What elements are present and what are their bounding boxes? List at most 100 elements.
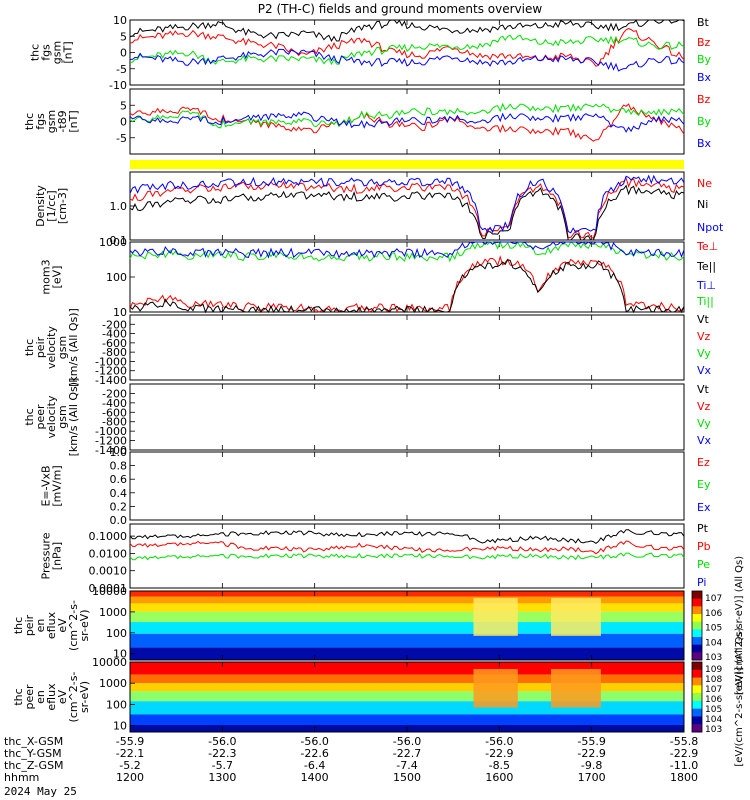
heatmap-event — [551, 669, 601, 708]
ephemeris-value: 1500 — [393, 771, 421, 784]
y-tick-label: 0.0100 — [89, 547, 128, 560]
colorbar-segment — [692, 591, 702, 600]
y-tick-label: -800 — [102, 346, 127, 359]
colorbar-segment — [692, 662, 702, 671]
y-tick-label: -200 — [102, 318, 127, 331]
y-axis-label: E=-VxB[mV/m] — [40, 465, 64, 506]
y-tick-label: -1200 — [95, 435, 127, 448]
colorbar-frame — [691, 590, 703, 661]
colorbar-label: [eV/(cm^2-s-sr-eV)] (All Qs) — [734, 627, 745, 766]
colorbar-tick-label: 106 — [705, 609, 722, 619]
colorbar-tick-label: 104 — [705, 715, 722, 725]
legend-label: Bz — [697, 93, 711, 106]
y-tick-label: 0 — [120, 116, 127, 129]
series-line-Ne — [129, 176, 685, 239]
colorbar-segment — [692, 598, 702, 607]
heatmap-band — [130, 603, 684, 612]
series-line-Pt — [129, 529, 685, 545]
panel-8: 107 106 105 104 103 10000 1000 100 10 thcpeirenef… — [12, 556, 745, 695]
y-tick-label: -200 — [102, 387, 127, 400]
colorbar-segment — [692, 724, 702, 733]
legend-label: By — [697, 115, 712, 128]
panel-3: 1000 100 10 mom3[eV] Te⊥ Te|| Ti⊥ Ti|| — [40, 236, 719, 319]
ephemeris-row-label: thc_X-GSM — [4, 735, 63, 748]
ephemeris-value: 1700 — [578, 771, 606, 784]
y-tick-label: 1.0 — [110, 446, 128, 459]
colorbar-segment — [692, 652, 702, 661]
legend-label: Bt — [697, 16, 710, 29]
heatmap-band — [130, 662, 684, 675]
colorbar-segment — [692, 614, 702, 623]
yellow-bar — [130, 160, 684, 169]
y-axis-label: thcfgsgsm-t89[nT] — [23, 110, 80, 133]
colorbar-tick-label: 106 — [705, 695, 722, 705]
legend-label: Pe — [697, 558, 710, 571]
ephemeris-row-label: thc_Z-GSM — [4, 759, 64, 772]
colorbar-tick-label: 107 — [705, 594, 722, 604]
colorbar-segment — [692, 629, 702, 638]
ephemeris-value: -22.7 — [393, 747, 421, 760]
y-tick-label: 1000 — [99, 677, 127, 690]
ephemeris-value: 1200 — [116, 771, 144, 784]
y-axis-label: thcpeirvelocitygsm[km/s (All Qs)] — [23, 308, 80, 387]
legend-label: Ti|| — [696, 295, 714, 308]
series-line-Ti|| — [129, 241, 685, 259]
series-line-Bx — [129, 111, 685, 133]
figure-title: P2 (TH-C) fields and ground moments over… — [258, 2, 543, 16]
y-tick-label: 1.0 — [110, 200, 128, 213]
legend-label: Pi — [697, 576, 706, 589]
y-tick-label: -1400 — [95, 444, 127, 457]
y-axis-label: thcpeirenefluxeV(cm^2-s-sr-eV) — [12, 600, 91, 651]
ephemeris-value: -5.7 — [212, 759, 233, 772]
colorbar-tick-label: 103 — [705, 725, 722, 735]
ephemeris-value: -56.0 — [208, 735, 236, 748]
heatmap-band — [130, 633, 684, 648]
y-tick-label: 10000 — [92, 656, 127, 669]
legend-label: Vz — [697, 400, 711, 413]
heatmap-band — [130, 683, 684, 692]
panel-frame — [129, 19, 685, 86]
heatmap-band — [130, 714, 684, 725]
ephemeris-value: 1300 — [208, 771, 236, 784]
colorbar-label: [eV/(cm^2-s-sr-eV)] (All Qs) — [734, 556, 745, 695]
y-tick-label: 10 — [113, 14, 127, 27]
colorbar-tick-label: 105 — [705, 705, 722, 715]
colorbar-segment — [692, 669, 702, 679]
colorbar-segment — [692, 637, 702, 646]
legend-label: Vx — [697, 434, 712, 447]
heatmap-event — [551, 597, 601, 636]
colorbar-tick-label: 105 — [705, 624, 722, 634]
y-tick-label: 10 — [113, 306, 127, 319]
legend-label: By — [697, 53, 712, 66]
panel-frame — [129, 383, 685, 451]
y-tick-label: -1000 — [95, 355, 127, 368]
colorbar-segment — [692, 700, 702, 710]
ephemeris-value: -8.5 — [489, 759, 510, 772]
heatmap-band — [130, 596, 684, 604]
y-axis-label: thcpeerenefluxeV(cm^2-s-sr-eV) — [12, 672, 91, 723]
ephemeris-value: -56.0 — [485, 735, 513, 748]
series-line-Pb — [129, 540, 685, 555]
y-tick-label: 100 — [106, 271, 127, 284]
ephemeris-value: -22.9 — [485, 747, 513, 760]
ephemeris-value: 1800 — [670, 771, 698, 784]
colorbar-segment — [692, 708, 702, 717]
colorbar-tick-label: 109 — [705, 665, 722, 675]
series-line-Bz — [129, 28, 685, 67]
series-line-Te⊥ — [129, 255, 685, 313]
y-tick-label: -5 — [116, 63, 127, 76]
y-tick-label: -5 — [116, 132, 127, 145]
legend-label: Vy — [697, 417, 711, 430]
legend-label: Pt — [697, 522, 709, 535]
series-line-Bz — [129, 103, 685, 142]
ephemeris-value: -55.9 — [577, 735, 605, 748]
ephemeris-value: -55.8 — [670, 735, 698, 748]
heatmap-band — [130, 622, 684, 634]
ephemeris-value: -56.0 — [393, 735, 421, 748]
y-tick-label: -600 — [102, 406, 127, 419]
legend-label: Vt — [697, 313, 710, 326]
ephemeris-value: 1600 — [485, 771, 513, 784]
legend-label: Ne — [697, 177, 712, 190]
colorbar-tick-label: 108 — [705, 675, 722, 685]
ephemeris-value: -5.2 — [119, 759, 140, 772]
